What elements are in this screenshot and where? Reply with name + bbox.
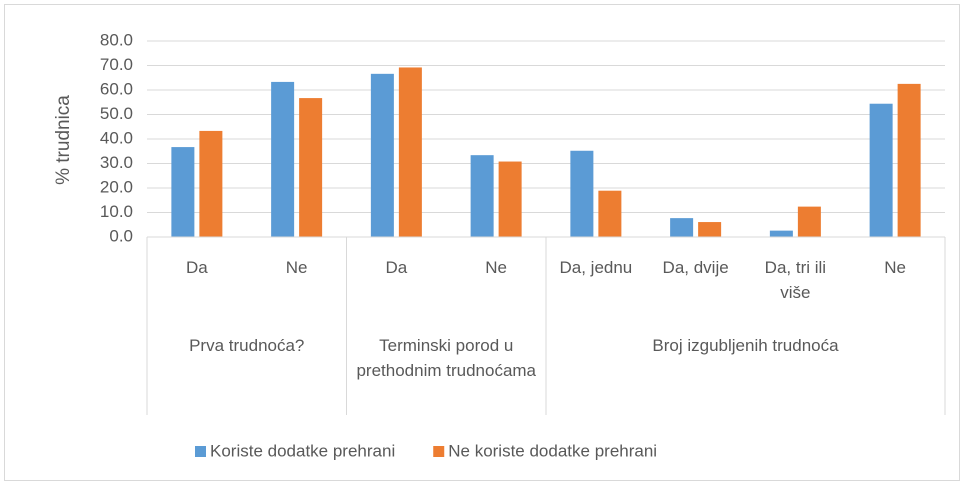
x-tick-label: Da: [186, 258, 208, 277]
bar: [271, 81, 295, 237]
bar: [869, 103, 893, 237]
group-label: Prva trudnoća?: [189, 336, 305, 355]
bar: [570, 150, 594, 237]
bar: [171, 147, 195, 237]
x-tick-label: Da, tri ili više: [764, 258, 827, 302]
bar: [299, 98, 323, 238]
bar: [498, 161, 522, 237]
x-tick-label: Da, dvije: [662, 258, 729, 277]
bar: [370, 73, 394, 237]
legend-label: Ne koriste dodatke prehrani: [448, 441, 657, 460]
y-tick-label: 0.0: [109, 226, 133, 245]
x-tick-label: Da: [385, 258, 408, 277]
x-tick-label: Da, jednu: [559, 258, 633, 277]
y-tick-label: 30.0: [100, 153, 133, 172]
y-tick-label: 20.0: [100, 177, 133, 196]
bar: [470, 155, 494, 237]
x-tick-label: Ne: [485, 258, 507, 277]
bar: [598, 190, 622, 237]
legend-swatch: [195, 446, 206, 457]
y-tick-label: 10.0: [100, 202, 133, 221]
bar: [398, 67, 422, 238]
bar: [199, 130, 223, 237]
group-label: Broj izgubljenih trudnoća: [652, 336, 839, 355]
legend-swatch: [433, 446, 445, 457]
legend-label: Koriste dodatke prehrani: [210, 441, 395, 460]
group-label: Terminski porod u prethodnim trudnoćama: [356, 336, 537, 380]
x-tick-label: Ne: [285, 258, 308, 277]
bar: [769, 230, 793, 237]
bar: [897, 83, 921, 237]
y-tick-label: 60.0: [100, 79, 133, 98]
y-axis-label: % trudnica: [53, 95, 74, 185]
y-tick-label: 70.0: [100, 55, 133, 74]
chart-border: [4, 4, 960, 481]
bar: [670, 218, 694, 237]
bar: [698, 222, 722, 237]
bar: [797, 206, 821, 237]
y-tick-label: 80.0: [100, 30, 133, 49]
y-tick-label: 40.0: [100, 128, 133, 147]
x-tick-label: Ne: [884, 258, 906, 277]
y-tick-label: 50.0: [100, 104, 133, 123]
